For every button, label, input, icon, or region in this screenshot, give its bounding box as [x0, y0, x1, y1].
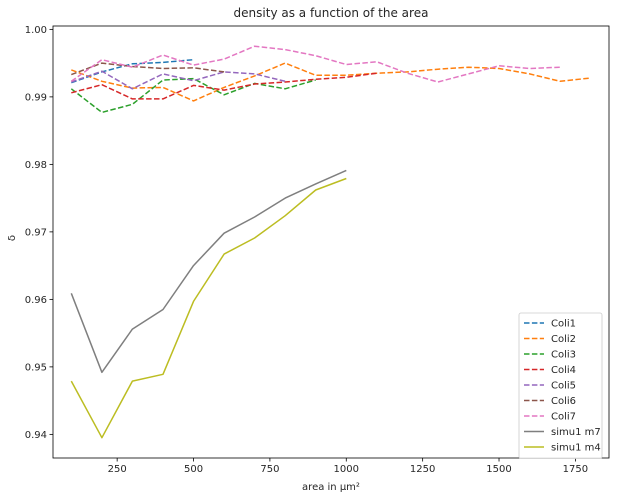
y-tick-label: 0.94	[25, 430, 47, 441]
plot-frame	[52, 25, 610, 459]
legend-label-4: Coli5	[551, 381, 576, 392]
x-tick-label: 750	[260, 464, 279, 475]
y-tick-label: 0.95	[25, 362, 47, 373]
legend-label-8: simu1 m4	[551, 443, 601, 454]
legend: Coli1 Coli2 Coli3 Coli4 Coli5 Coli6 Coli7 simu1…	[518, 312, 603, 459]
chart-title: density as a function of the area	[234, 6, 429, 20]
x-tick-label: 1750	[563, 464, 588, 475]
series-line-2	[70, 77, 316, 114]
y-tick-label: 0.97	[25, 227, 47, 238]
series-line-7	[70, 169, 347, 374]
legend-label-5: Coli6	[551, 396, 576, 407]
series-line-5	[71, 62, 225, 76]
series-line-0	[71, 58, 194, 84]
x-tick-label: 250	[108, 464, 127, 475]
x-tick-label: 1500	[486, 464, 511, 475]
legend-box	[518, 312, 603, 459]
legend-label-1: Coli2	[551, 334, 576, 345]
x-tick-label: 500	[184, 464, 203, 475]
y-tick-label: 0.98	[25, 160, 47, 171]
y-axis-title: δ	[7, 235, 18, 241]
x-tick-label: 1250	[410, 464, 435, 475]
legend-label-7: simu1 m7	[551, 427, 601, 438]
legend-label-2: Coli3	[551, 350, 576, 361]
y-axis: 0.94 0.95 0.96 0.97 0.98 0.99 1.00	[25, 25, 53, 441]
y-tick-label: 0.96	[25, 295, 47, 306]
x-axis: 250 500 750 1000 1250 1500 1750	[108, 458, 588, 475]
legend-label-0: Coli1	[551, 319, 576, 330]
x-tick-label: 1000	[334, 464, 359, 475]
x-axis-title: area in μm²	[302, 482, 360, 493]
series-line-8	[70, 177, 347, 439]
y-tick-label: 0.99	[25, 92, 47, 103]
plot-area	[52, 25, 610, 459]
series-line-1	[71, 62, 591, 102]
y-tick-label: 1.00	[25, 25, 47, 36]
legend-label-6: Coli7	[551, 412, 576, 423]
series-line-6	[70, 45, 561, 83]
legend-label-3: Coli4	[551, 365, 576, 376]
series-line-3	[71, 72, 377, 100]
series-line-4	[71, 70, 286, 90]
